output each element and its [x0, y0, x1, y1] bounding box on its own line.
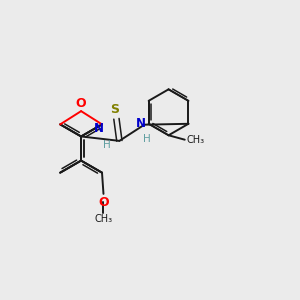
Text: H: H — [103, 140, 111, 150]
Text: H: H — [143, 134, 151, 144]
Text: N: N — [94, 122, 104, 135]
Text: S: S — [110, 103, 119, 116]
Text: O: O — [98, 196, 109, 209]
Text: N: N — [135, 117, 146, 130]
Text: CH₃: CH₃ — [94, 214, 112, 224]
Text: CH₃: CH₃ — [186, 135, 204, 145]
Text: O: O — [76, 97, 86, 110]
